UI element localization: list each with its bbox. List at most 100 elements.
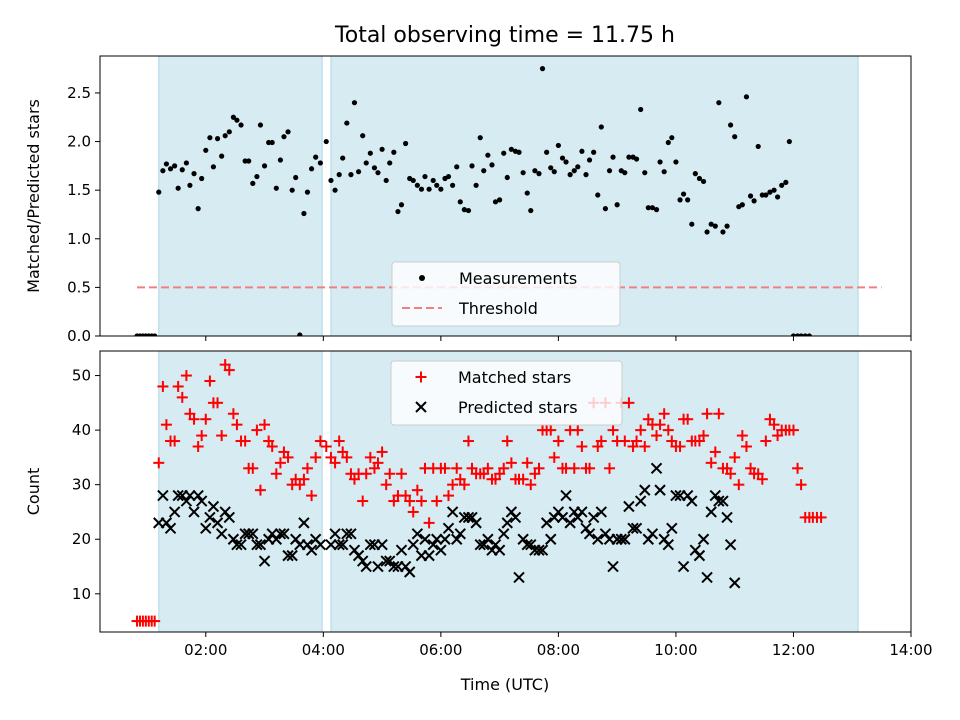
data-point xyxy=(216,430,228,442)
data-point xyxy=(223,364,235,376)
data-point xyxy=(308,166,315,172)
data-point xyxy=(297,332,303,336)
data-point xyxy=(619,533,631,545)
data-point xyxy=(662,538,674,551)
data-point xyxy=(149,615,161,627)
data-point xyxy=(802,333,808,336)
data-point xyxy=(729,451,741,463)
data-point xyxy=(167,166,174,172)
data-point xyxy=(344,120,350,126)
data-point xyxy=(670,489,682,502)
data-point xyxy=(513,571,525,584)
data-point xyxy=(516,149,522,155)
data-point xyxy=(323,138,329,145)
data-point xyxy=(175,185,181,191)
data-point xyxy=(627,522,639,535)
data-point xyxy=(333,538,345,551)
data-point xyxy=(615,533,627,545)
data-point xyxy=(407,506,419,518)
data-point xyxy=(210,164,217,170)
data-point xyxy=(192,489,204,502)
data-point xyxy=(545,424,557,436)
data-point xyxy=(732,134,738,140)
data-point xyxy=(485,152,491,158)
data-point xyxy=(313,154,319,160)
data-point xyxy=(739,202,745,208)
data-point xyxy=(548,451,560,463)
data-point xyxy=(774,194,781,200)
data-point xyxy=(677,560,690,573)
data-point xyxy=(277,157,284,163)
data-point xyxy=(207,135,213,141)
data-point xyxy=(176,391,188,403)
data-point xyxy=(301,462,313,474)
data-point xyxy=(430,177,436,184)
legend-label: Threshold xyxy=(458,299,538,318)
y-tick-label: 50 xyxy=(72,367,91,385)
data-point xyxy=(192,440,204,452)
data-point xyxy=(682,413,694,425)
data-point xyxy=(304,189,311,195)
data-point xyxy=(269,139,275,146)
data-point xyxy=(740,440,752,452)
data-point xyxy=(709,446,721,458)
data-point xyxy=(325,538,337,551)
data-point xyxy=(524,190,530,196)
data-point xyxy=(551,169,557,175)
data-point xyxy=(222,133,228,139)
data-point xyxy=(357,495,369,507)
top-panel: 0.0 0.5 1.0 1.5 2.0 2.5 Matched/Predicted star… xyxy=(24,55,912,345)
y-tick-label: 2.0 xyxy=(67,133,91,151)
data-point xyxy=(564,517,576,529)
legend-box xyxy=(390,360,623,426)
data-point xyxy=(665,139,671,146)
data-point xyxy=(247,462,259,474)
data-point xyxy=(282,549,294,562)
data-point xyxy=(768,419,780,431)
data-point xyxy=(536,544,549,556)
data-point xyxy=(257,122,264,128)
data-point xyxy=(725,468,737,480)
data-point xyxy=(586,157,593,163)
legend: Matched stars Predicted stars xyxy=(390,360,623,426)
data-point xyxy=(364,538,377,551)
x-tick-label: 10:00 xyxy=(654,641,697,659)
data-point xyxy=(465,207,472,214)
data-point xyxy=(602,206,609,212)
data-point xyxy=(771,187,777,193)
data-point xyxy=(649,205,656,211)
data-point xyxy=(281,134,287,140)
data-point xyxy=(404,495,416,507)
data-point xyxy=(633,156,640,162)
data-point xyxy=(411,528,424,540)
data-point xyxy=(717,495,729,507)
data-point xyxy=(305,544,318,556)
data-point xyxy=(172,489,184,502)
data-point xyxy=(376,446,388,458)
data-point xyxy=(251,424,263,436)
data-point xyxy=(204,511,216,524)
data-point xyxy=(457,199,463,205)
data-point xyxy=(231,419,243,431)
data-point xyxy=(376,538,388,551)
data-point xyxy=(395,468,407,480)
x-tick-label: 06:00 xyxy=(419,641,462,659)
data-point xyxy=(743,94,750,100)
data-point xyxy=(806,333,812,336)
y-tick-label: 1.0 xyxy=(67,230,91,248)
data-point xyxy=(259,419,271,431)
data-point xyxy=(301,210,307,217)
legend-label: Measurements xyxy=(459,269,577,288)
data-point xyxy=(677,197,683,203)
data-point xyxy=(196,430,208,442)
data-point xyxy=(559,155,566,161)
data-point xyxy=(795,479,807,491)
data-point xyxy=(696,175,703,182)
data-point xyxy=(219,153,225,159)
data-point xyxy=(525,479,537,491)
data-point xyxy=(666,522,678,535)
data-point xyxy=(470,517,482,529)
data-point xyxy=(214,136,221,142)
data-point xyxy=(314,538,327,551)
